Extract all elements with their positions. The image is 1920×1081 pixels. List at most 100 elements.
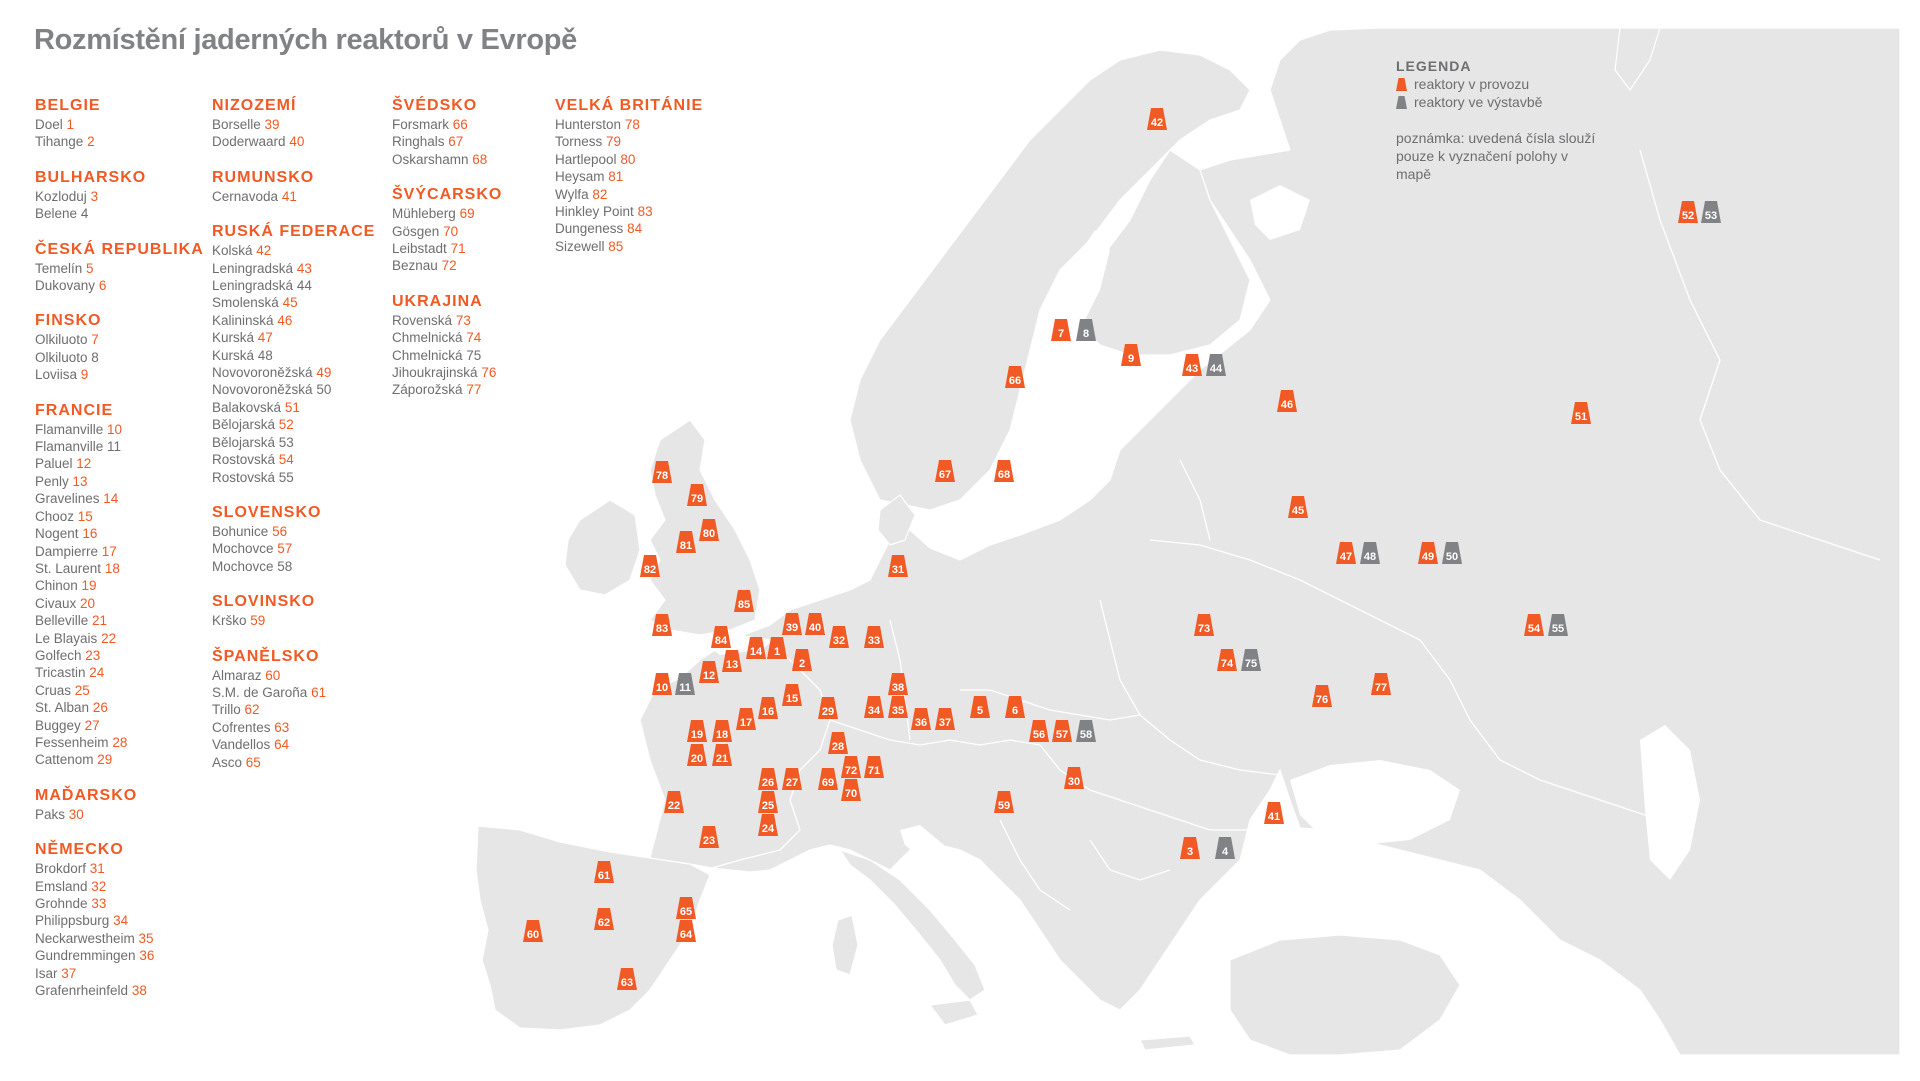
- reactor-marker-69: 69: [818, 768, 838, 790]
- operating-reactor-icon: [818, 768, 838, 790]
- country-name: FRANCIE: [35, 401, 114, 419]
- country-block: BULHARSKO Kozloduj 3 Belene 4: [35, 168, 204, 223]
- plant-name: Bělojarská: [212, 434, 276, 450]
- reactor-marker-79: 79: [687, 484, 707, 506]
- plant-number: 41: [281, 188, 297, 204]
- reactor-marker-71: 71: [864, 756, 884, 778]
- operating-reactor-icon: [1064, 767, 1084, 789]
- operating-reactor-icon: [664, 791, 684, 813]
- plant-name: Záporožská: [392, 382, 463, 398]
- reactor-number: 11: [679, 682, 691, 694]
- plant-number: 74: [466, 330, 482, 346]
- plant-item: Cattenom 29: [35, 751, 204, 768]
- country-block: BELGIE Doel 1 Tihange 2: [35, 96, 204, 151]
- reactor-number: 52: [1682, 210, 1694, 222]
- reactor-number: 36: [915, 717, 927, 729]
- plant-name: Wylfa: [555, 186, 589, 202]
- reactor-number: 22: [668, 800, 680, 812]
- operating-reactor-icon: [652, 614, 672, 636]
- plant-number: 18: [104, 560, 120, 576]
- reactor-number: 40: [809, 622, 821, 634]
- plant-number: 9: [80, 367, 89, 383]
- plant-name: Leibstadt: [392, 241, 447, 257]
- plant-item: Belene 4: [35, 205, 204, 222]
- plant-name: Trillo: [212, 702, 241, 718]
- plant-number: 85: [608, 238, 624, 254]
- reactor-number: 54: [1528, 623, 1541, 635]
- construction-reactor-icon: [1548, 614, 1568, 636]
- plant-name: Chooz: [35, 508, 75, 524]
- reactor-marker-17: 17: [736, 708, 756, 730]
- plant-item: Doel 1: [35, 116, 204, 133]
- operating-reactor-icon: [1182, 354, 1202, 376]
- plant-number: 71: [450, 241, 466, 257]
- plant-name: Chmelnická: [392, 347, 463, 363]
- operating-reactor-icon: [994, 791, 1014, 813]
- plant-number: 70: [443, 223, 459, 239]
- reactor-marker-31: 31: [888, 555, 908, 577]
- plant-name: Novovoroněžská: [212, 382, 313, 398]
- reactor-marker-42: 42: [1147, 108, 1167, 130]
- reactor-marker-75: 75: [1241, 649, 1261, 671]
- plant-name: Balakovská: [212, 399, 282, 415]
- plant-item: Paks 30: [35, 806, 204, 823]
- reactor-number: 41: [1268, 811, 1280, 823]
- plant-item: Nogent 16: [35, 525, 204, 542]
- plant-item: Hartlepool 80: [555, 151, 703, 168]
- operating-reactor-icon: [828, 732, 848, 754]
- construction-reactor-icon: [1076, 319, 1096, 341]
- construction-reactor-icon: [1396, 95, 1407, 109]
- plant-item: Bohunice 56: [212, 523, 375, 540]
- plant-number: 53: [278, 434, 294, 450]
- plant-name: Rostovská: [212, 452, 276, 468]
- reactor-marker-12: 12: [699, 661, 719, 683]
- plant-item: Kurská 47: [212, 329, 375, 346]
- plant-item: Chmelnická 75: [392, 347, 502, 364]
- operating-reactor-icon: [888, 673, 908, 695]
- country-block: RUMUNSKO Cernavoda 41: [212, 168, 375, 205]
- operating-reactor-icon: [1571, 402, 1591, 424]
- reactor-number: 50: [1446, 551, 1458, 563]
- reactor-number: 53: [1705, 210, 1717, 222]
- operating-reactor-icon: [758, 768, 778, 790]
- plant-item: Mochovce 58: [212, 558, 375, 575]
- plant-number: 72: [441, 258, 457, 274]
- plant-number: 76: [481, 365, 497, 381]
- reactor-marker-26: 26: [758, 768, 778, 790]
- operating-reactor-icon: [746, 637, 766, 659]
- plant-item: Chinon 19: [35, 577, 204, 594]
- finland-landmass: [1069, 149, 1251, 356]
- plant-number: 51: [284, 399, 300, 415]
- reactor-number: 33: [868, 635, 880, 647]
- operating-reactor-icon: [1052, 720, 1072, 742]
- plant-number: 64: [274, 737, 290, 753]
- reactor-marker-45: 45: [1288, 496, 1308, 518]
- plant-number: 67: [448, 134, 464, 150]
- legend-row-operating: reaktory v provozu: [1396, 75, 1596, 93]
- plant-item: Asco 65: [212, 754, 375, 771]
- legend-note: poznámka: uvedená čísla slouží pouze k v…: [1396, 130, 1596, 182]
- plant-name: Sizewell: [555, 238, 605, 254]
- plant-item: Golfech 23: [35, 647, 204, 664]
- plant-item: Emsland 32: [35, 878, 204, 895]
- reactor-number: 14: [750, 646, 763, 658]
- reactor-marker-83: 83: [652, 614, 672, 636]
- reactor-marker-60: 60: [523, 920, 543, 942]
- legend-construction-label: reaktory ve výstavbě: [1414, 94, 1543, 110]
- plant-number: 39: [264, 117, 280, 132]
- reactor-number: 43: [1186, 363, 1198, 375]
- operating-reactor-icon: [1264, 802, 1284, 824]
- plant-number: 20: [80, 595, 96, 611]
- plant-item: Flamanville 11: [35, 438, 204, 455]
- construction-reactor-icon: [1701, 201, 1721, 223]
- plant-name: Smolenská: [212, 295, 279, 311]
- reactor-number: 81: [680, 540, 692, 552]
- plant-number: 49: [316, 365, 332, 381]
- plant-item: Dampierre 17: [35, 543, 204, 560]
- country-name: ŠVÝCARSKO: [392, 186, 503, 204]
- country-name: ŠPANĚLSKO: [212, 647, 320, 665]
- plant-name: Belleville: [35, 613, 89, 629]
- list-column-1: BELGIE Doel 1 Tihange 2 BULHARSKO Kozloduj 3…: [35, 96, 204, 1016]
- reactor-number: 63: [621, 977, 633, 989]
- plant-number: 42: [256, 243, 272, 259]
